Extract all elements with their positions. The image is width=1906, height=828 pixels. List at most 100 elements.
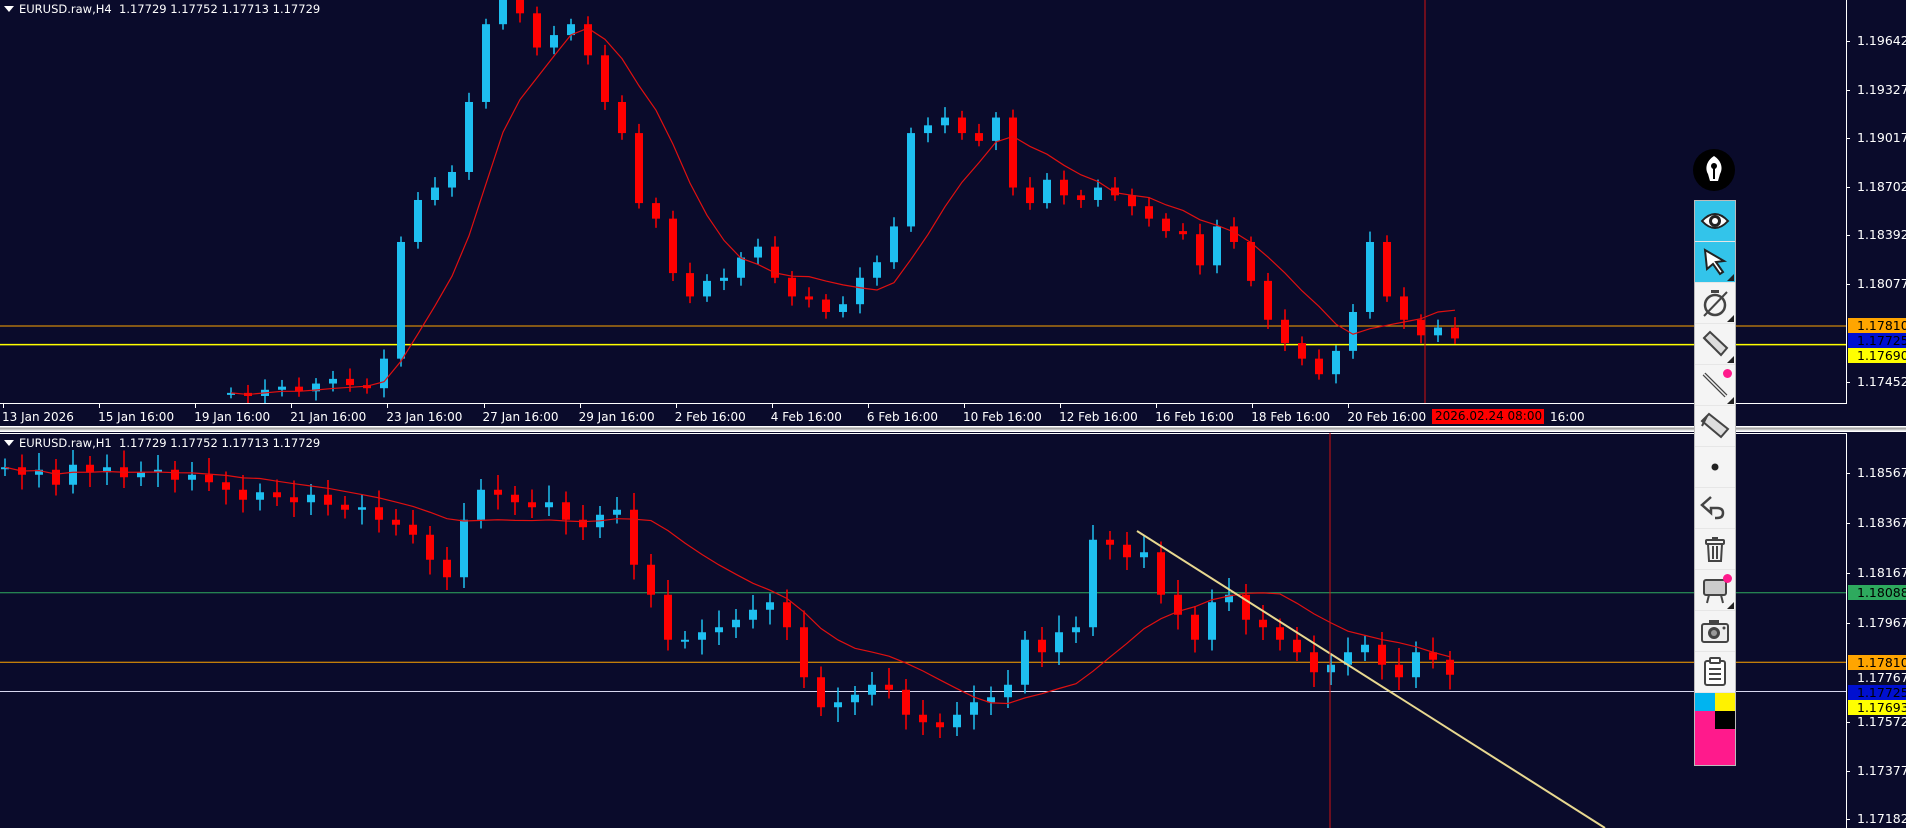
bear-candle (1247, 241, 1255, 281)
lower-chart-header: EURUSD.raw,H1 1.17729 1.17752 1.17713 1.… (4, 436, 320, 450)
bull-candle (1361, 644, 1369, 653)
bull-candle (380, 358, 388, 389)
bear-candle (1400, 296, 1408, 320)
active-indicator-dot (1723, 369, 1732, 378)
lower-symbol: EURUSD.raw,H1 (19, 436, 112, 450)
price-tick (1846, 473, 1850, 474)
pen-nib-icon (1706, 156, 1722, 181)
color-swatch-cell[interactable] (1695, 729, 1715, 765)
time-label: 19 Jan 16:00 (194, 410, 271, 424)
bull-candle (35, 469, 43, 475)
time-tick (387, 404, 389, 408)
lower-chart-canvas[interactable] (0, 433, 1846, 828)
time-label: 6 Feb 16:00 (866, 410, 938, 424)
time-label: 23 Jan 16:00 (386, 410, 463, 424)
bear-candle (822, 299, 830, 312)
trash-icon (1705, 537, 1725, 562)
upper-chart-header: EURUSD.raw,H4 1.17729 1.17752 1.17713 1.… (4, 2, 320, 16)
price-label: 1.18702 (1857, 179, 1906, 195)
bear-candle (1123, 544, 1131, 558)
time-tick (1348, 404, 1350, 408)
bull-candle (465, 101, 473, 172)
color-swatch-cell[interactable] (1695, 693, 1715, 711)
price-level-box: 1.17810 (1848, 318, 1906, 334)
toolbar-undo-button[interactable] (1695, 488, 1735, 529)
color-swatch-cell[interactable] (1715, 729, 1735, 765)
bear-candle (1281, 319, 1289, 344)
toolbar-cursor-button[interactable] (1695, 242, 1735, 283)
bear-candle (686, 273, 694, 297)
toolbar-stopwatch-button[interactable] (1695, 283, 1735, 324)
trend-line (1136, 530, 1606, 828)
bull-candle (1208, 602, 1216, 640)
bull-candle (766, 602, 774, 610)
bear-candle (516, 0, 524, 14)
lower-top-border (0, 433, 1847, 434)
bear-candle (1293, 639, 1301, 653)
bull-candle (1043, 179, 1051, 204)
time-label: 13 Jan 2026 (2, 410, 74, 424)
easel-icon (1703, 579, 1727, 604)
bull-candle (839, 304, 847, 312)
price-label: 1.17377 (1857, 762, 1906, 778)
color-swatch-cell[interactable] (1715, 693, 1735, 711)
bear-candle (1038, 639, 1046, 653)
pane-separator[interactable] (0, 426, 1906, 432)
bear-candle (324, 494, 332, 505)
bear-candle (800, 627, 808, 678)
toolbar-template-button[interactable] (1695, 570, 1735, 611)
bear-candle (1060, 179, 1068, 196)
toolbar-screenshot-button[interactable] (1695, 611, 1735, 652)
bear-candle (601, 55, 609, 102)
toolbar-line-button[interactable] (1695, 365, 1735, 406)
toolbar-trash-button[interactable] (1695, 529, 1735, 570)
bull-candle (613, 509, 621, 515)
price-label: 1.19642 (1857, 33, 1906, 48)
toolbar-eye-button[interactable] (1695, 201, 1735, 242)
price-label: 1.17452 (1857, 373, 1906, 389)
bull-candle (703, 280, 711, 297)
bear-candle (788, 277, 796, 297)
upper-ohlc: 1.17729 1.17752 1.17713 1.17729 (119, 2, 321, 16)
time-label: 27 Jan 16:00 (482, 410, 559, 424)
bull-candle (1332, 350, 1340, 375)
color-picker-swatch[interactable] (1695, 693, 1735, 765)
collapse-triangle-icon[interactable] (4, 6, 14, 12)
bear-candle (1162, 218, 1170, 232)
bear-candle (1417, 319, 1425, 336)
upper-chart-pane[interactable]: EURUSD.raw,H4 1.17729 1.17752 1.17713 1.… (0, 0, 1906, 426)
time-tick (771, 404, 773, 408)
bull-candle (1, 467, 9, 470)
upper-symbol: EURUSD.raw,H4 (19, 2, 112, 16)
bear-candle (652, 203, 660, 219)
time-label: 29 Jan 16:00 (578, 410, 655, 424)
upper-chart-canvas[interactable] (0, 0, 1846, 404)
toolbar-eraser-button[interactable] (1695, 406, 1735, 447)
bear-candle (346, 378, 354, 386)
bear-candle (409, 524, 417, 535)
bear-candle (273, 492, 281, 498)
time-tick (195, 404, 197, 408)
bull-candle (1089, 539, 1097, 628)
pen-nib-toggle-button[interactable] (1693, 149, 1735, 191)
bull-candle (868, 684, 876, 695)
toolbar-clipboard-button[interactable] (1695, 652, 1735, 693)
collapse-triangle-icon[interactable] (4, 440, 14, 446)
color-swatch-cell[interactable] (1695, 711, 1715, 729)
bull-candle (154, 469, 162, 473)
time-label: 2 Feb 16:00 (674, 410, 746, 424)
price-label: 1.18367 (1857, 515, 1906, 530)
price-level-box: 1.17690 (1848, 348, 1906, 364)
bear-candle (579, 519, 587, 528)
bear-candle (1383, 241, 1391, 297)
time-tick (1060, 404, 1062, 408)
color-swatch-cell[interactable] (1715, 711, 1735, 729)
bear-candle (1264, 280, 1272, 320)
bear-candle (562, 502, 570, 520)
time-label: 18 Feb 16:00 (1251, 410, 1331, 424)
toolbar-dot-button[interactable] (1695, 447, 1735, 488)
bear-candle (902, 689, 910, 715)
toolbar-tag-button[interactable] (1695, 324, 1735, 365)
lower-chart-pane[interactable]: EURUSD.raw,H1 1.17729 1.17752 1.17713 1.… (0, 433, 1906, 828)
bull-candle (720, 277, 728, 281)
